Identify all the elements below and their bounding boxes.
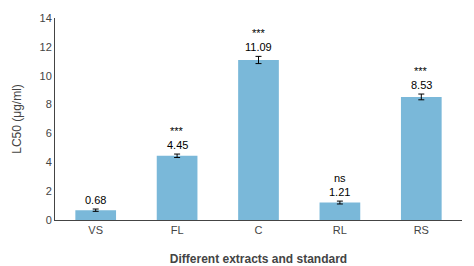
svg-text:***: *** — [252, 27, 266, 39]
svg-text:14: 14 — [40, 12, 52, 24]
svg-text:11.09: 11.09 — [245, 41, 272, 53]
svg-text:ns: ns — [334, 172, 346, 184]
svg-text:Different extracts and standar: Different extracts and standard — [170, 252, 347, 266]
svg-text:LC50 (μg/ml): LC50 (μg/ml) — [10, 84, 24, 154]
svg-text:C: C — [255, 224, 263, 236]
svg-text:***: *** — [414, 65, 428, 77]
svg-text:FL: FL — [171, 224, 184, 236]
svg-text:RS: RS — [414, 224, 429, 236]
svg-text:VS: VS — [88, 224, 103, 236]
svg-text:8.53: 8.53 — [411, 79, 432, 91]
svg-text:10: 10 — [40, 70, 52, 82]
svg-text:***: *** — [170, 125, 184, 137]
svg-text:RL: RL — [333, 224, 347, 236]
svg-text:4.45: 4.45 — [167, 139, 188, 151]
svg-text:6: 6 — [46, 127, 52, 139]
svg-text:1.21: 1.21 — [329, 186, 350, 198]
svg-text:8: 8 — [46, 98, 52, 110]
svg-text:12: 12 — [40, 41, 52, 53]
svg-text:0.68: 0.68 — [85, 194, 106, 206]
svg-text:2: 2 — [46, 185, 52, 197]
svg-text:0: 0 — [46, 214, 52, 226]
svg-text:4: 4 — [46, 156, 52, 168]
